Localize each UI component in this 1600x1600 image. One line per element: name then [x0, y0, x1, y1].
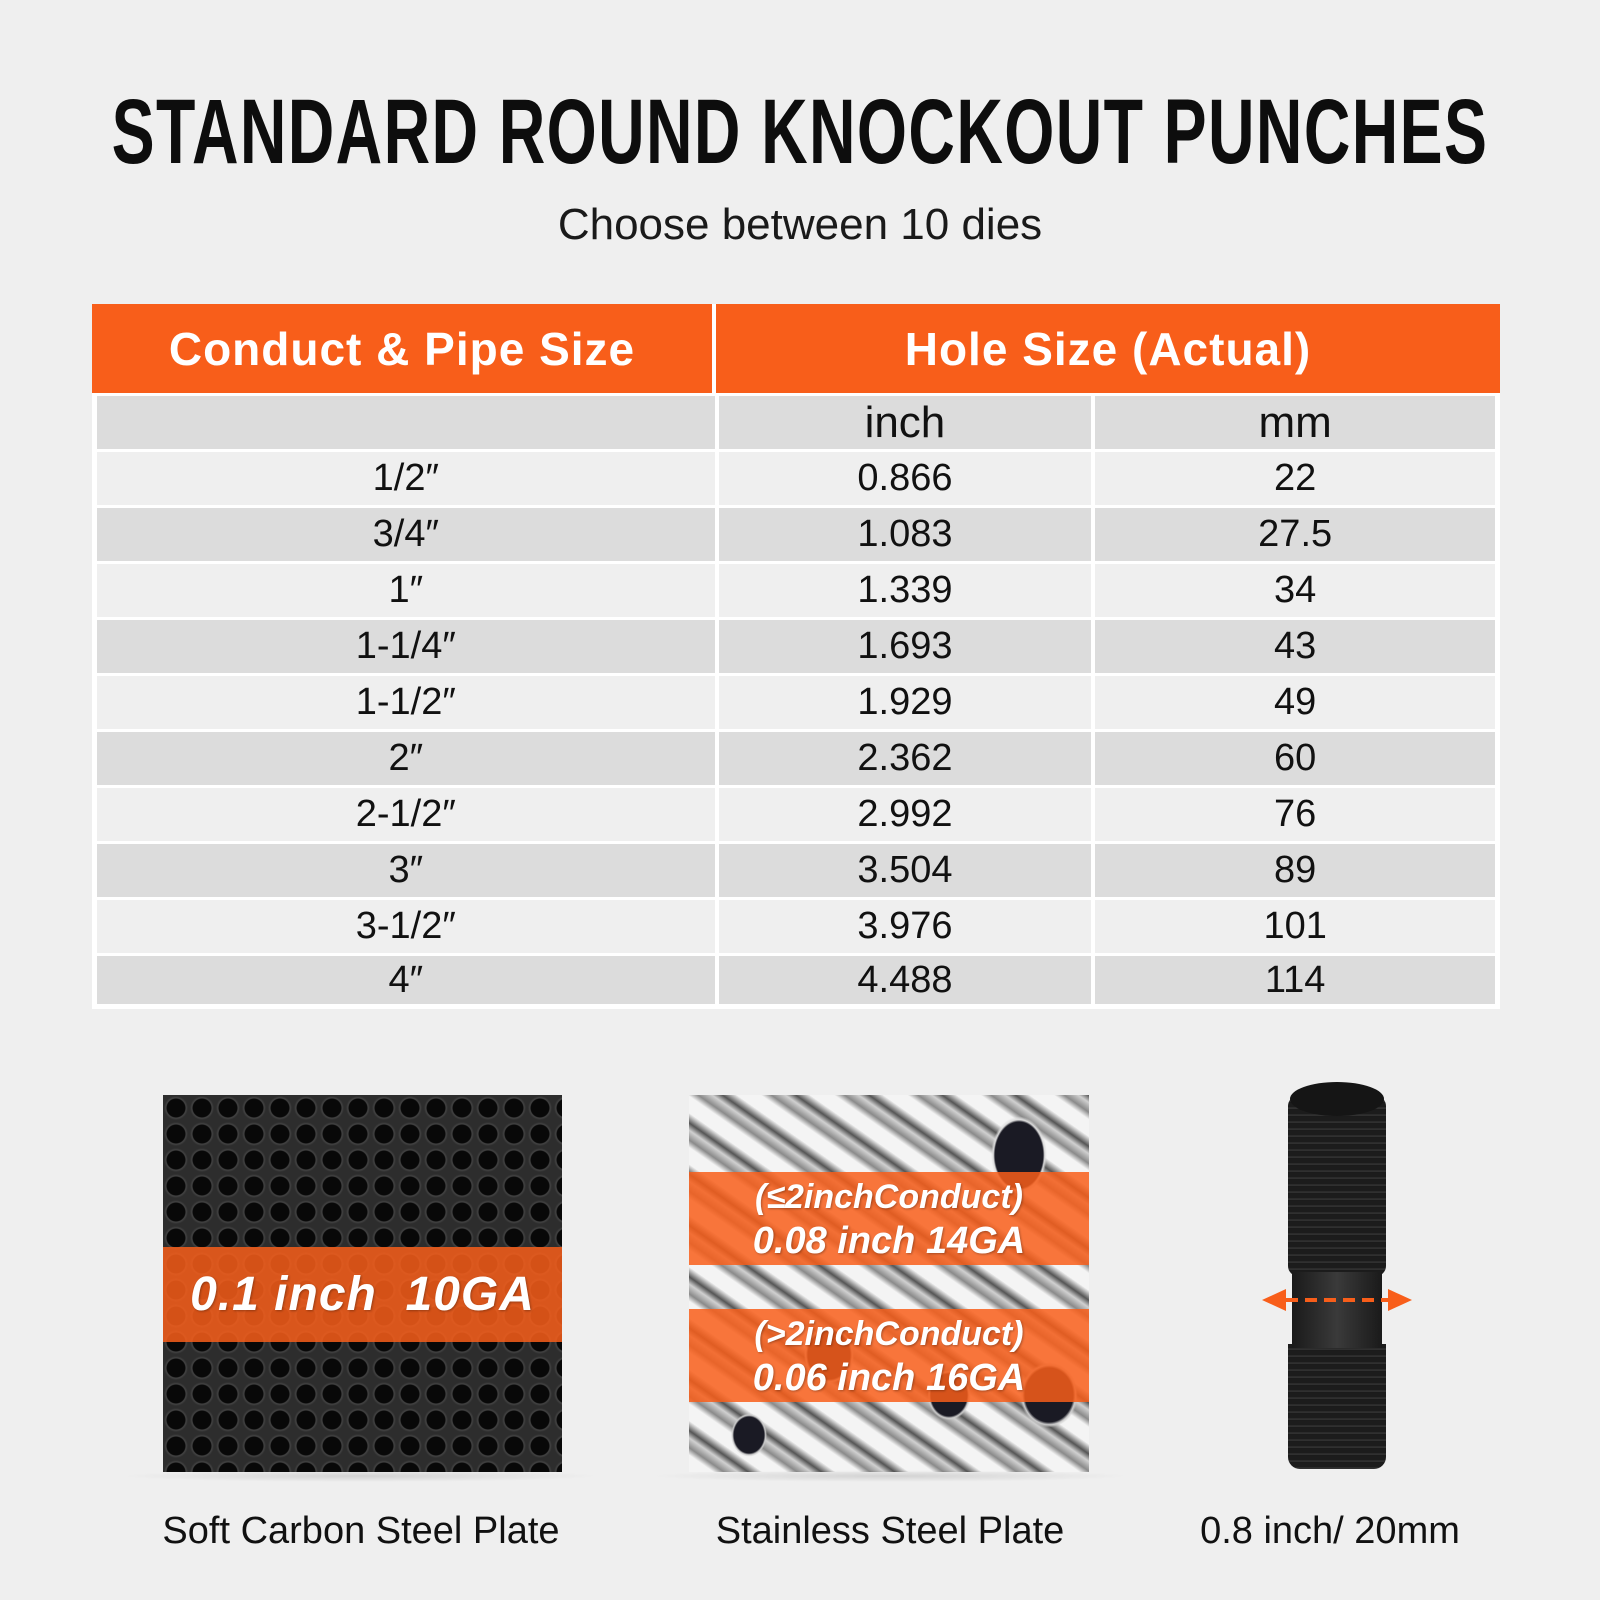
table-row: 3″ 3.504 89	[92, 841, 1500, 897]
cell-pipe-size: 1/2″	[97, 452, 715, 505]
stainless-steel-image: (≤2inchConduct) 0.08 inch 14GA (>2inchCo…	[689, 1095, 1089, 1472]
table-row: 1-1/4″ 1.693 43	[92, 617, 1500, 673]
band-condition: (≤2inchConduct)	[755, 1177, 1023, 1216]
page-title: STANDARD ROUND KNOCKOUT PUNCHES	[111, 81, 1489, 183]
table-row: 3/4″ 1.083 27.5	[92, 505, 1500, 561]
cell-pipe-size: 3″	[97, 844, 715, 897]
size-table: Conduct & Pipe Size Hole Size (Actual) i…	[92, 304, 1500, 1009]
cell-inch: 1.083	[718, 508, 1092, 561]
cell-pipe-size: 1″	[97, 564, 715, 617]
table-subheader: inch mm	[92, 393, 1500, 449]
table-row: 2-1/2″ 2.992 76	[92, 785, 1500, 841]
cell-mm: 49	[1095, 676, 1496, 729]
table-row: 1/2″ 0.866 22	[92, 449, 1500, 505]
table-row: 1-1/2″ 1.929 49	[92, 673, 1500, 729]
cell-inch: 3.504	[718, 844, 1092, 897]
cell-pipe-size: 1-1/4″	[97, 620, 715, 673]
carbon-steel-band: 0.1 inch 10GA	[163, 1247, 562, 1342]
caption-stud-size: 0.8 inch/ 20mm	[1200, 1510, 1460, 1552]
cell-mm: 101	[1095, 900, 1496, 953]
band-thickness: 0.06 inch 16GA	[752, 1356, 1026, 1399]
cell-pipe-size: 2″	[97, 732, 715, 785]
stainless-band-large: (>2inchConduct) 0.06 inch 16GA	[689, 1309, 1089, 1402]
cell-mm: 76	[1095, 788, 1496, 841]
cell-inch: 4.488	[718, 956, 1092, 1004]
table-row: 1″ 1.339 34	[92, 561, 1500, 617]
cell-mm: 22	[1095, 452, 1496, 505]
table-row: 2″ 2.362 60	[92, 729, 1500, 785]
stainless-band-small: (≤2inchConduct) 0.08 inch 14GA	[689, 1172, 1089, 1265]
cell-mm: 43	[1095, 620, 1496, 673]
punch-draw-stud-image	[1288, 1082, 1386, 1475]
diameter-arrow-icon	[1262, 1289, 1412, 1311]
cell-inch: 2.362	[718, 732, 1092, 785]
table-row: 4″ 4.488 114	[92, 953, 1500, 1009]
header-pipe-size: Conduct & Pipe Size	[92, 304, 712, 393]
band-thickness: 0.08 inch 14GA	[752, 1219, 1026, 1262]
caption-carbon-steel: Soft Carbon Steel Plate	[162, 1510, 560, 1552]
cell-inch: 1.693	[718, 620, 1092, 673]
carbon-steel-plate-image: 0.1 inch 10GA	[163, 1095, 562, 1472]
shadow	[650, 1470, 1130, 1482]
cell-inch: 1.929	[718, 676, 1092, 729]
cell-pipe-size: 4″	[97, 956, 715, 1004]
subheader-blank	[97, 396, 715, 449]
subheader-inch: inch	[718, 396, 1092, 449]
cell-mm: 60	[1095, 732, 1496, 785]
table-header: Conduct & Pipe Size Hole Size (Actual)	[92, 304, 1500, 393]
cell-pipe-size: 1-1/2″	[97, 676, 715, 729]
table-row: 3-1/2″ 3.976 101	[92, 897, 1500, 953]
subheader-mm: mm	[1095, 396, 1496, 449]
cell-mm: 34	[1095, 564, 1496, 617]
cell-pipe-size: 3/4″	[97, 508, 715, 561]
shadow	[120, 1470, 600, 1482]
cell-inch: 2.992	[718, 788, 1092, 841]
cell-pipe-size: 3-1/2″	[97, 900, 715, 953]
cell-mm: 89	[1095, 844, 1496, 897]
caption-stainless-steel: Stainless Steel Plate	[715, 1510, 1065, 1552]
cell-mm: 114	[1095, 956, 1496, 1004]
cell-inch: 3.976	[718, 900, 1092, 953]
cell-pipe-size: 2-1/2″	[97, 788, 715, 841]
cell-inch: 1.339	[718, 564, 1092, 617]
cell-mm: 27.5	[1095, 508, 1496, 561]
page-subtitle: Choose between 10 dies	[557, 200, 1043, 249]
header-hole-size: Hole Size (Actual)	[716, 304, 1500, 393]
cell-inch: 0.866	[718, 452, 1092, 505]
band-condition: (>2inchConduct)	[754, 1314, 1024, 1353]
